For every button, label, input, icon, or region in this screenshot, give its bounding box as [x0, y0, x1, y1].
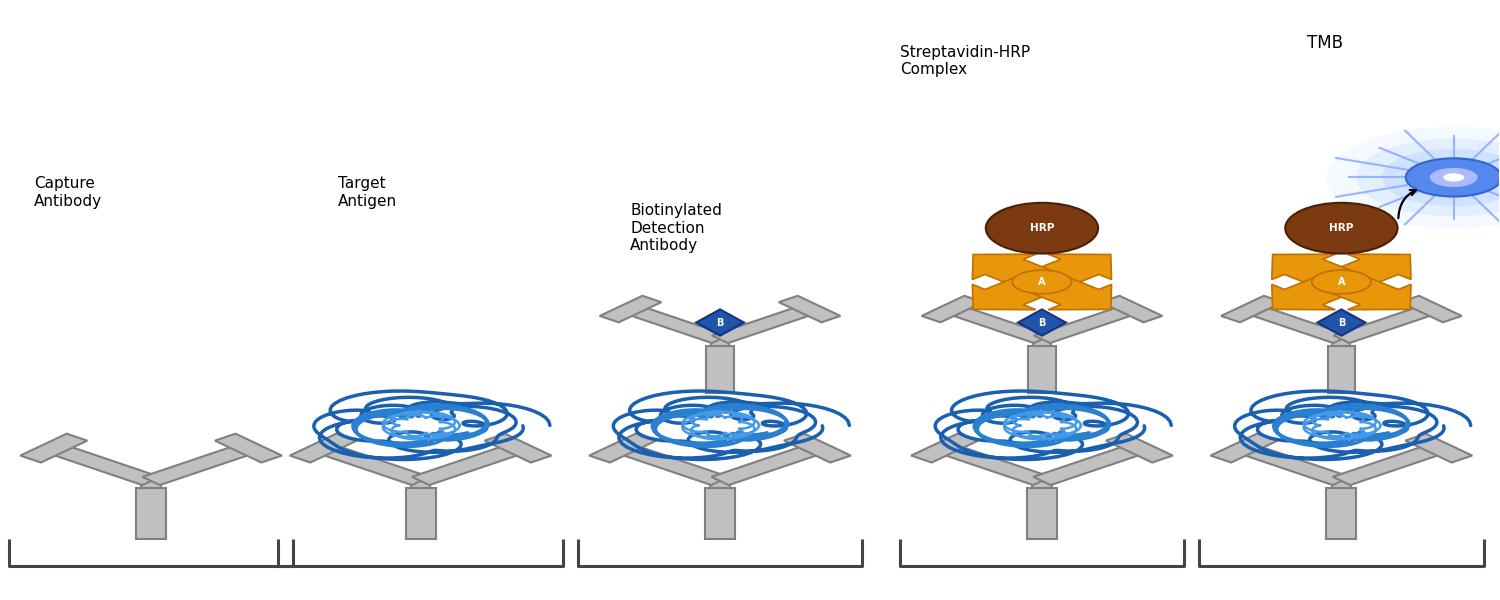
Bar [706, 346, 734, 392]
Polygon shape [910, 434, 978, 463]
Polygon shape [1406, 434, 1472, 463]
Bar [405, 488, 435, 539]
Polygon shape [1329, 277, 1412, 310]
Polygon shape [778, 296, 840, 322]
Polygon shape [614, 444, 729, 485]
Bar [1028, 488, 1057, 539]
Circle shape [1406, 158, 1500, 197]
Polygon shape [1210, 434, 1278, 463]
Polygon shape [945, 305, 1050, 343]
Polygon shape [1272, 277, 1353, 310]
Polygon shape [1317, 310, 1365, 335]
Polygon shape [622, 305, 728, 343]
Polygon shape [1272, 254, 1353, 287]
Circle shape [1443, 173, 1464, 182]
Circle shape [1013, 270, 1071, 294]
Polygon shape [45, 444, 160, 485]
Bar [1032, 481, 1052, 488]
Circle shape [1382, 149, 1500, 206]
Text: B: B [717, 317, 723, 328]
Text: A: A [1038, 277, 1046, 287]
Ellipse shape [986, 203, 1098, 254]
Polygon shape [972, 277, 1054, 310]
Text: B: B [1338, 317, 1346, 328]
Polygon shape [315, 444, 429, 485]
Polygon shape [1030, 277, 1112, 310]
Text: Target
Antigen: Target Antigen [339, 176, 398, 209]
Bar [136, 488, 166, 539]
Bar [411, 481, 430, 488]
Polygon shape [1236, 444, 1350, 485]
Polygon shape [1332, 444, 1448, 485]
Polygon shape [484, 434, 552, 463]
Bar [705, 488, 735, 539]
Bar [1034, 339, 1052, 346]
Polygon shape [1244, 305, 1350, 343]
Circle shape [1356, 139, 1500, 216]
Bar [711, 481, 730, 488]
Polygon shape [1334, 305, 1438, 343]
Polygon shape [696, 310, 744, 335]
Polygon shape [290, 434, 357, 463]
Polygon shape [413, 444, 526, 485]
Polygon shape [1400, 296, 1462, 322]
Bar [1332, 481, 1352, 488]
Polygon shape [214, 434, 282, 463]
Circle shape [1430, 168, 1478, 187]
Text: Capture
Antibody: Capture Antibody [34, 176, 102, 209]
Polygon shape [936, 444, 1050, 485]
Text: HRP: HRP [1329, 223, 1353, 233]
Polygon shape [1030, 254, 1112, 287]
Text: Streptavidin-HRP
Complex: Streptavidin-HRP Complex [900, 45, 1030, 77]
Bar [1328, 346, 1354, 392]
Polygon shape [1221, 296, 1282, 322]
Polygon shape [1329, 254, 1412, 287]
Circle shape [1312, 270, 1371, 294]
Bar [141, 481, 160, 488]
Bar [1326, 488, 1356, 539]
Polygon shape [142, 444, 256, 485]
Polygon shape [972, 254, 1054, 287]
Bar [1028, 346, 1056, 392]
Polygon shape [1034, 444, 1148, 485]
Polygon shape [1101, 296, 1162, 322]
Text: B: B [1038, 317, 1046, 328]
Polygon shape [21, 434, 87, 463]
Polygon shape [590, 434, 656, 463]
Text: TMB: TMB [1306, 34, 1342, 52]
Polygon shape [1019, 310, 1066, 335]
Text: HRP: HRP [1030, 223, 1054, 233]
Polygon shape [600, 296, 662, 322]
Polygon shape [1106, 434, 1173, 463]
Polygon shape [1034, 305, 1140, 343]
Circle shape [1326, 127, 1500, 228]
Ellipse shape [1286, 203, 1398, 254]
Bar [711, 339, 729, 346]
Text: Biotinylated
Detection
Antibody: Biotinylated Detection Antibody [630, 203, 722, 253]
Polygon shape [712, 305, 818, 343]
Polygon shape [921, 296, 982, 322]
Bar [1332, 339, 1350, 346]
Polygon shape [784, 434, 850, 463]
Polygon shape [711, 444, 827, 485]
Text: A: A [1338, 277, 1346, 287]
